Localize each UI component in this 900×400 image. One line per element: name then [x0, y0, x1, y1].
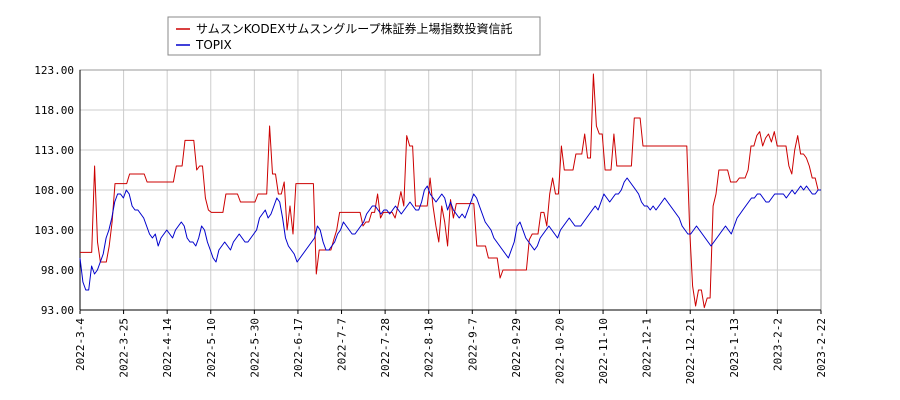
- x-tick-label: 2022-5-10: [205, 318, 218, 378]
- series-line-samsung-kodex: [80, 73, 821, 309]
- x-tick-label: 2022-12-1: [641, 318, 654, 378]
- legend-label-series1: サムスンKODEXサムスングループ株証券上場指数投資信託: [196, 21, 513, 36]
- x-tick-label: 2022-3-4: [74, 318, 87, 371]
- legend: サムスンKODEXサムスングループ株証券上場指数投資信託 TOPIX: [167, 16, 541, 56]
- grid: [79, 69, 822, 311]
- y-tick-label: 103.00: [34, 224, 74, 237]
- legend-box: [167, 16, 541, 56]
- axes: 123.00 118.00 113.00 108.00 103.00 98.00 93.00…: [34, 64, 828, 384]
- x-tick-label: 2023-1-13: [728, 318, 741, 378]
- x-tick-label: 2022-4-14: [161, 318, 174, 378]
- x-tick-label: 2022-7-7: [336, 318, 349, 371]
- x-tick-label: 2022-8-18: [423, 318, 436, 378]
- x-tick-label: 2023-2-22: [815, 318, 828, 378]
- x-tick-label: 2022-9-29: [510, 318, 523, 378]
- y-tick-label: 93.00: [41, 304, 74, 317]
- x-tick-label: 2022-10-20: [553, 318, 566, 384]
- y-tick-label: 98.00: [41, 264, 74, 277]
- series-group: [79, 73, 821, 309]
- y-tick-label: 113.00: [34, 144, 74, 157]
- x-tick-label: 2022-6-17: [292, 318, 305, 378]
- series-line-topix: [79, 177, 821, 291]
- x-tick-label: 2023-2-2: [771, 318, 784, 371]
- x-tick-label: 2022-7-28: [379, 318, 392, 378]
- x-tick-label: 2022-12-21: [684, 318, 697, 384]
- y-tick-label: 108.00: [34, 184, 74, 197]
- x-tick-label: 2022-11-10: [597, 318, 610, 384]
- x-tick-label: 2022-9-7: [466, 318, 479, 371]
- x-tick-label: 2022-3-25: [118, 318, 131, 378]
- legend-label-series2: TOPIX: [195, 38, 232, 52]
- x-tick-label: 2022-5-30: [248, 318, 261, 378]
- y-tick-label: 123.00: [34, 64, 74, 77]
- y-tick-label: 118.00: [34, 104, 74, 117]
